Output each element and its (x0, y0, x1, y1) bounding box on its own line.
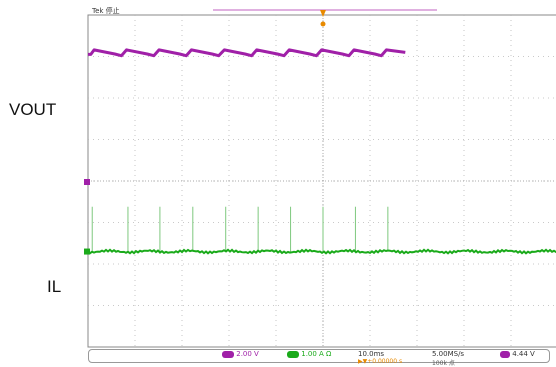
ch1-badge[interactable]: 2.00 V (222, 350, 259, 364)
ch1-ground-marker (84, 179, 90, 185)
trigger-readout[interactable]: 4.44 V (500, 350, 535, 364)
vout-trace (88, 48, 406, 58)
ch2-scale: 1.00 A Ω (301, 350, 332, 358)
graticule (87, 10, 556, 348)
il-label: IL (47, 277, 62, 296)
ch1-scale: 2.00 V (236, 350, 259, 358)
trigger-level: 4.44 V (512, 350, 535, 358)
trigger-marker-dot (320, 21, 326, 27)
vout-label: VOUT (9, 100, 57, 119)
acquisition-readout: 5.00MS/s 100k 点 (432, 350, 465, 367)
timebase-readout: 10.0ms ▶▼+0.00000 s (358, 350, 403, 365)
trigger-position-marker (320, 10, 326, 17)
status-bar (88, 349, 550, 363)
ch2-badge[interactable]: 1.00 A Ω (287, 350, 331, 364)
plot-area (84, 48, 556, 255)
il-trace (87, 248, 556, 255)
trigger-status-text: Tek 停止 (91, 6, 120, 15)
